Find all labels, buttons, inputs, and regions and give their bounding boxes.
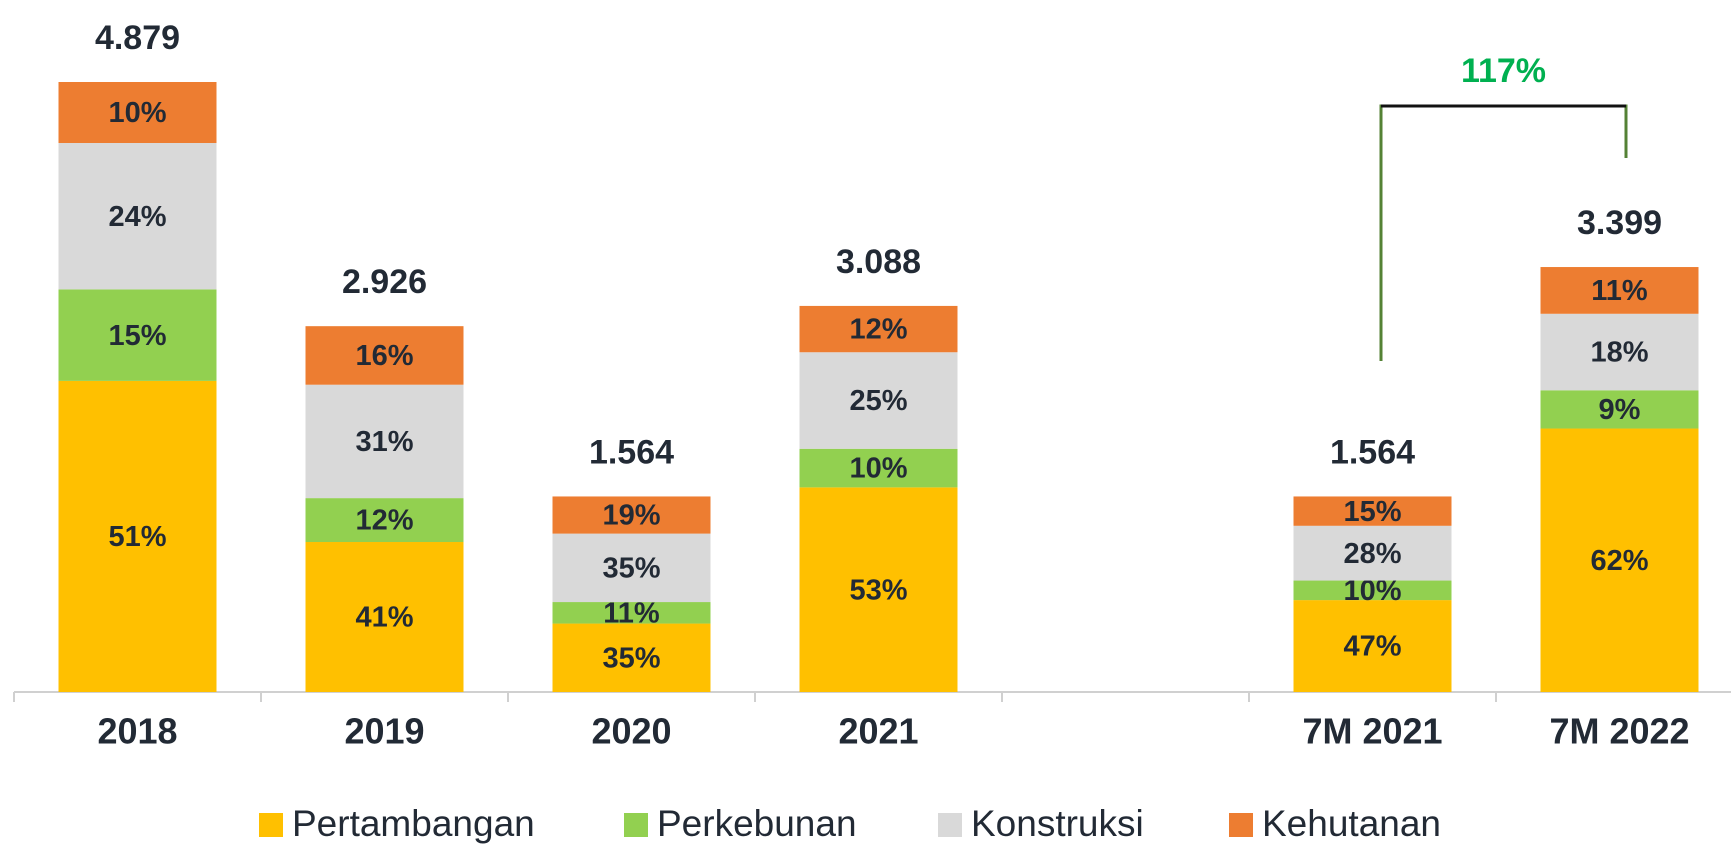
segment-label: 53% <box>849 574 907 606</box>
bar-segment <box>1293 525 1452 581</box>
segment-label: 31% <box>355 426 413 458</box>
bar-segment <box>1293 600 1452 692</box>
segment-label: 62% <box>1590 545 1648 577</box>
legend-swatch <box>624 813 648 837</box>
segment-label: 28% <box>1343 538 1401 570</box>
x-tick-label: 7M 2022 <box>1549 711 1689 752</box>
segment-label: 41% <box>355 602 413 634</box>
x-tick-label: 2018 <box>97 711 177 752</box>
segment-label: 15% <box>108 320 166 352</box>
segment-label: 15% <box>1343 496 1401 528</box>
total-label: 1.564 <box>589 433 674 471</box>
segment-label: 11% <box>603 597 660 629</box>
total-label: 4.879 <box>95 19 180 57</box>
segment-label: 35% <box>602 552 660 584</box>
bar-segment <box>1540 390 1699 429</box>
segment-label: 18% <box>1590 337 1648 369</box>
segment-label: 25% <box>849 385 907 417</box>
bar-segment <box>58 143 217 290</box>
segment-label: 12% <box>355 505 413 537</box>
bar-segment <box>1540 428 1699 692</box>
segment-label: 9% <box>1599 394 1641 426</box>
legend-label: Kehutanan <box>1262 803 1441 844</box>
bar-segment <box>799 448 958 488</box>
bar-segment <box>1293 496 1452 526</box>
bar-segment <box>552 602 711 624</box>
bar-segment <box>552 533 711 603</box>
segment-label: 10% <box>108 97 166 129</box>
bar-segment <box>58 82 217 143</box>
segment-label: 12% <box>849 314 907 346</box>
bar-segment <box>1540 313 1699 391</box>
segment-label: 10% <box>849 453 907 485</box>
segment-label: 16% <box>355 340 413 372</box>
segment-label: 11% <box>1591 275 1648 307</box>
legend-label: Perkebunan <box>657 803 857 844</box>
bar-segment <box>799 352 958 449</box>
bar-segment <box>305 384 464 499</box>
bar-segment <box>58 380 217 692</box>
segment-label: 51% <box>108 521 166 553</box>
bar-segment <box>305 542 464 692</box>
legend-swatch <box>1229 813 1253 837</box>
segment-label: 24% <box>108 201 166 233</box>
x-tick-label: 2021 <box>838 711 918 752</box>
bar-segment <box>305 326 464 385</box>
segment-label: 35% <box>602 642 660 674</box>
bar-segment <box>552 623 711 692</box>
bar-segment <box>552 496 711 534</box>
segment-label: 47% <box>1343 631 1401 663</box>
segment-label: 19% <box>602 500 660 532</box>
bar-segment <box>58 289 217 381</box>
bar-segment <box>799 305 958 353</box>
x-tick-label: 2019 <box>344 711 424 752</box>
bar-segment <box>305 498 464 543</box>
total-label: 3.399 <box>1577 204 1662 242</box>
bar-segment <box>1293 580 1452 601</box>
bar-segment <box>1540 267 1699 314</box>
legend-swatch <box>259 813 283 837</box>
total-label: 3.088 <box>836 243 921 281</box>
total-label: 2.926 <box>342 263 427 301</box>
legend-label: Pertambangan <box>292 803 535 844</box>
x-tick-label: 7M 2021 <box>1302 711 1442 752</box>
legend-label: Konstruksi <box>971 803 1144 844</box>
legend-swatch <box>938 813 962 837</box>
total-label: 1.564 <box>1330 433 1415 471</box>
x-tick-label: 2020 <box>591 711 671 752</box>
annotation: 117% <box>1461 52 1546 90</box>
bar-segment <box>799 487 958 692</box>
